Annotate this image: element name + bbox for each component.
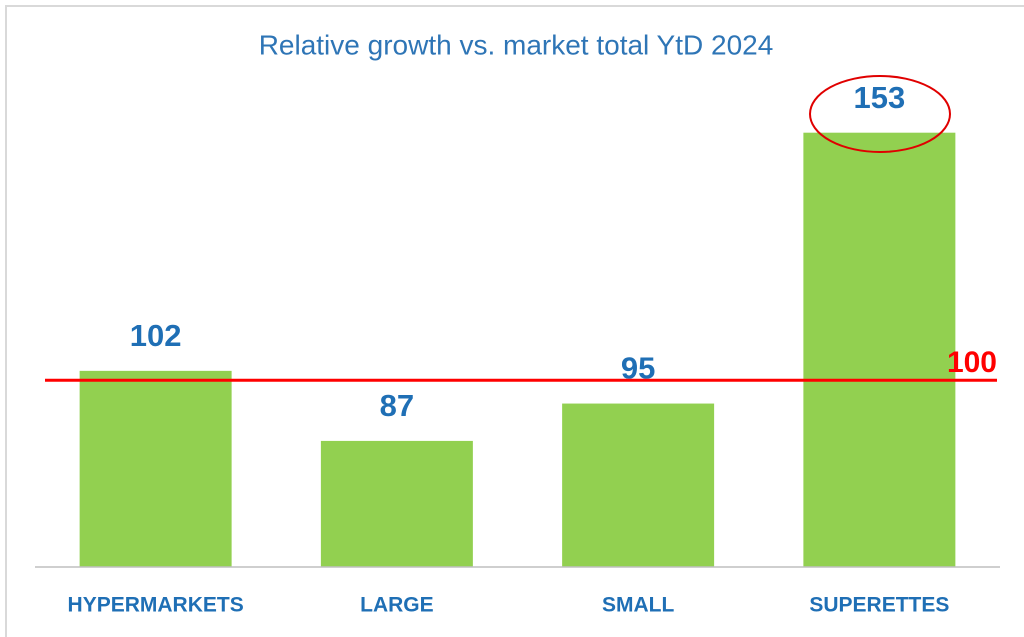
highlight-circle — [809, 75, 951, 153]
x-tick-label: SUPERETTES — [809, 594, 949, 617]
bar — [320, 440, 473, 567]
bar — [562, 403, 715, 567]
bar — [79, 370, 232, 567]
x-tick-label: LARGE — [360, 594, 434, 617]
reference-label: 100 — [947, 346, 997, 379]
x-tick-label: HYPERMARKETS — [68, 594, 244, 617]
data-label: 153 — [854, 80, 906, 115]
bar — [803, 132, 956, 567]
chart-title: Relative growth vs. market total YtD 202… — [259, 29, 774, 60]
data-label: 102 — [130, 318, 182, 353]
x-tick-label: SMALL — [602, 594, 674, 617]
data-label: 87 — [380, 388, 414, 423]
